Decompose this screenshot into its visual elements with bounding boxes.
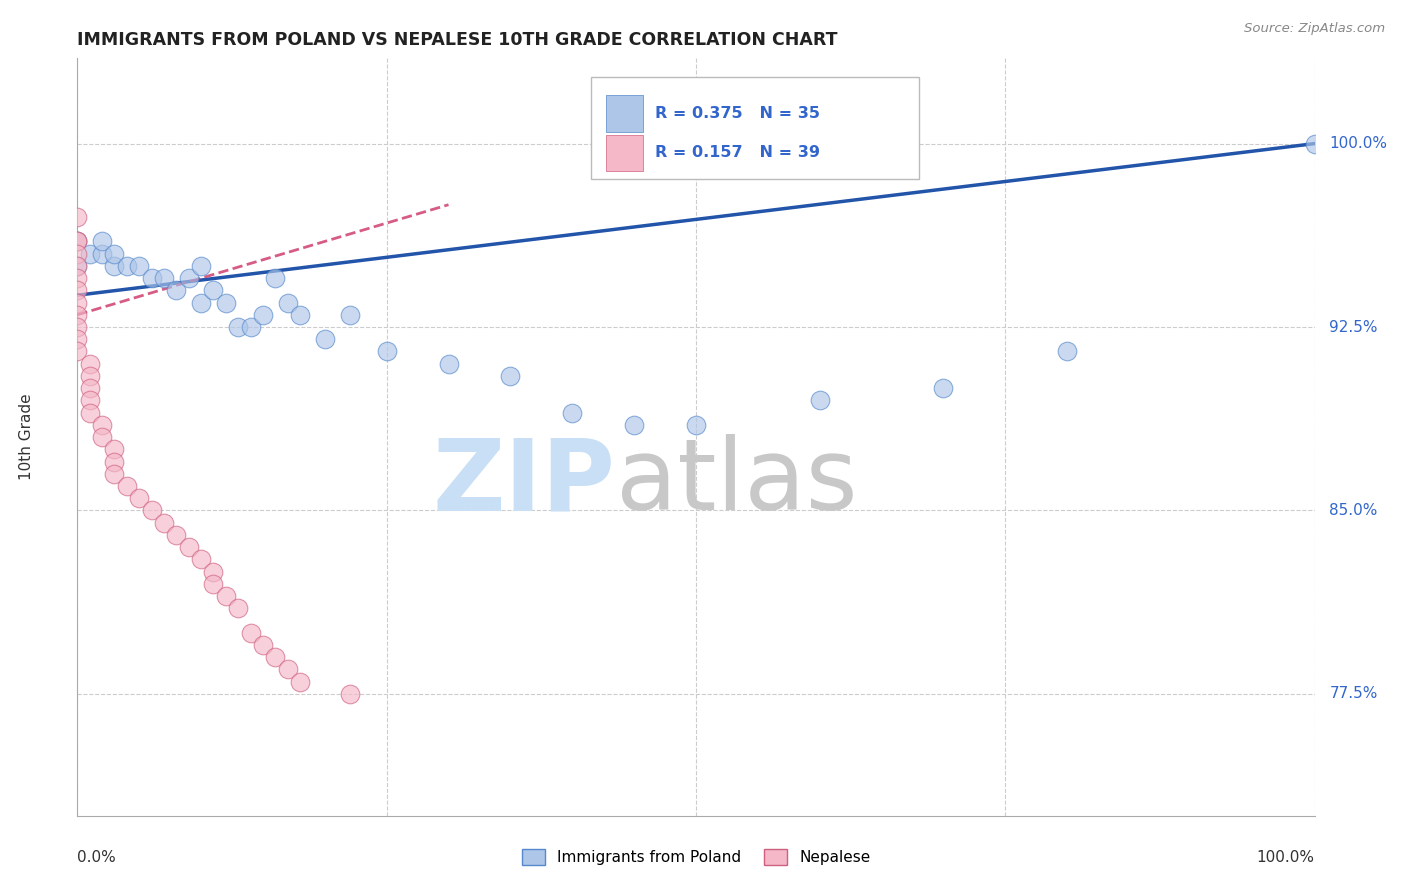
Point xyxy=(499,368,522,383)
Point xyxy=(177,540,200,554)
Point xyxy=(91,235,114,249)
Text: R = 0.375   N = 35: R = 0.375 N = 35 xyxy=(655,106,820,120)
Point xyxy=(226,601,249,615)
Point xyxy=(1303,136,1326,151)
Point xyxy=(375,344,398,359)
Point xyxy=(339,687,361,701)
Text: 85.0%: 85.0% xyxy=(1330,503,1378,518)
Point xyxy=(128,491,150,506)
Point xyxy=(437,357,460,371)
FancyBboxPatch shape xyxy=(591,77,918,179)
Point xyxy=(115,479,138,493)
Point xyxy=(808,393,831,408)
Point xyxy=(66,235,89,249)
Point xyxy=(141,503,163,517)
Point xyxy=(66,320,89,334)
Point xyxy=(239,625,262,640)
Point xyxy=(277,295,299,310)
Point xyxy=(66,344,89,359)
Text: atlas: atlas xyxy=(616,434,858,531)
Point xyxy=(190,552,212,566)
Point xyxy=(1056,344,1078,359)
Point xyxy=(202,283,225,297)
Point xyxy=(66,283,89,297)
Point xyxy=(103,467,125,481)
Text: 10th Grade: 10th Grade xyxy=(20,393,34,481)
Point xyxy=(79,246,101,260)
Point xyxy=(202,565,225,579)
Text: 0.0%: 0.0% xyxy=(77,850,117,865)
Point xyxy=(153,271,176,285)
Point xyxy=(66,259,89,273)
Point xyxy=(91,417,114,432)
Point xyxy=(66,246,89,260)
Point xyxy=(165,283,187,297)
Point xyxy=(252,638,274,652)
Point xyxy=(66,259,89,273)
Point xyxy=(79,393,101,408)
Point xyxy=(177,271,200,285)
Text: 100.0%: 100.0% xyxy=(1330,136,1388,151)
Point xyxy=(141,271,163,285)
Point xyxy=(165,528,187,542)
Point xyxy=(153,516,176,530)
Point xyxy=(190,259,212,273)
Point xyxy=(623,417,645,432)
Point xyxy=(239,320,262,334)
Point xyxy=(264,271,287,285)
Point xyxy=(314,332,336,346)
Point xyxy=(115,259,138,273)
Text: ZIP: ZIP xyxy=(433,434,616,531)
Point xyxy=(339,308,361,322)
Point xyxy=(79,368,101,383)
Point xyxy=(128,259,150,273)
Point xyxy=(252,308,274,322)
Point xyxy=(215,295,238,310)
Point xyxy=(288,308,311,322)
FancyBboxPatch shape xyxy=(606,95,643,131)
Text: 92.5%: 92.5% xyxy=(1330,319,1378,334)
Point xyxy=(561,406,583,420)
Legend: Immigrants from Poland, Nepalese: Immigrants from Poland, Nepalese xyxy=(522,849,870,865)
Point xyxy=(79,406,101,420)
Point xyxy=(66,308,89,322)
Point xyxy=(226,320,249,334)
Point xyxy=(277,662,299,676)
FancyBboxPatch shape xyxy=(606,135,643,171)
Point xyxy=(264,650,287,665)
Point xyxy=(91,430,114,444)
Point xyxy=(288,674,311,689)
Point xyxy=(79,381,101,395)
Point xyxy=(66,295,89,310)
Point xyxy=(932,381,955,395)
Point xyxy=(215,589,238,603)
Point xyxy=(66,235,89,249)
Point xyxy=(79,357,101,371)
Point xyxy=(190,295,212,310)
Point xyxy=(103,246,125,260)
Text: 77.5%: 77.5% xyxy=(1330,686,1378,701)
Point xyxy=(103,259,125,273)
Text: R = 0.157   N = 39: R = 0.157 N = 39 xyxy=(655,145,820,161)
Point xyxy=(66,332,89,346)
Point xyxy=(685,417,707,432)
Point xyxy=(103,442,125,457)
Text: Source: ZipAtlas.com: Source: ZipAtlas.com xyxy=(1244,22,1385,36)
Point xyxy=(103,454,125,468)
Point xyxy=(66,210,89,224)
Point xyxy=(202,577,225,591)
Text: 100.0%: 100.0% xyxy=(1257,850,1315,865)
Point xyxy=(66,271,89,285)
Point xyxy=(66,235,89,249)
Point xyxy=(91,246,114,260)
Text: IMMIGRANTS FROM POLAND VS NEPALESE 10TH GRADE CORRELATION CHART: IMMIGRANTS FROM POLAND VS NEPALESE 10TH … xyxy=(77,31,838,49)
